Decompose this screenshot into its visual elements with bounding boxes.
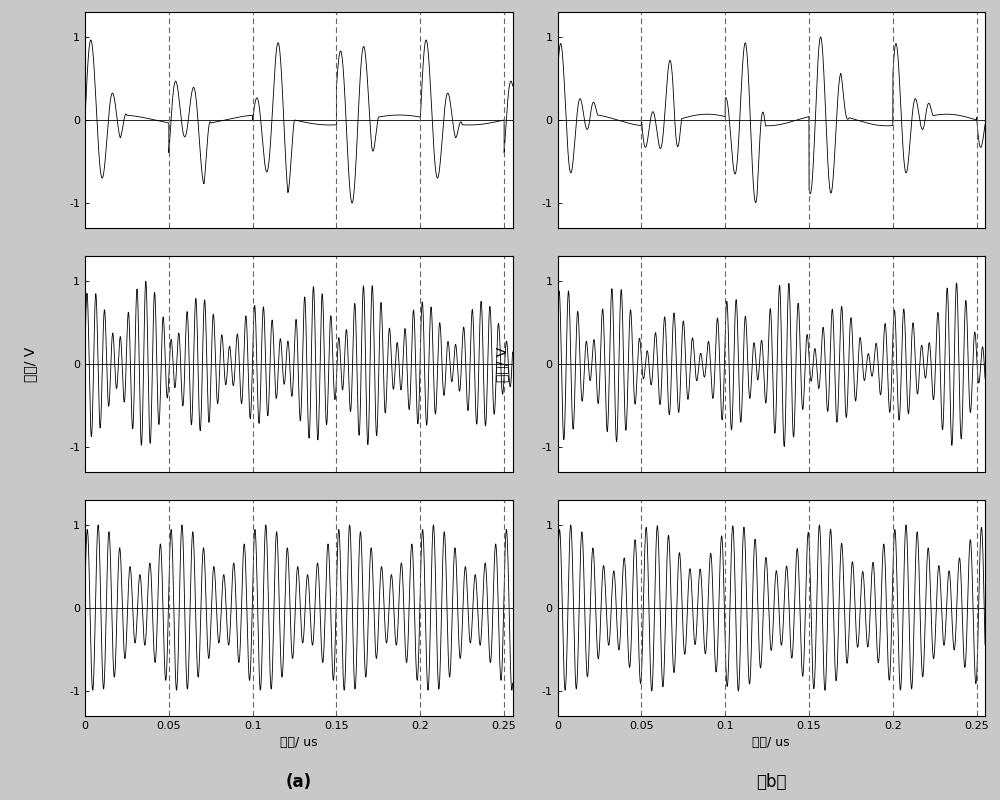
Text: (a): (a) [286,774,312,791]
Text: （b）: （b） [756,774,786,791]
Text: 幅度/ V: 幅度/ V [23,346,37,382]
X-axis label: 时间/ us: 时间/ us [280,737,318,750]
X-axis label: 时间/ us: 时间/ us [752,737,790,750]
Text: 幅度/ V: 幅度/ V [495,346,509,382]
